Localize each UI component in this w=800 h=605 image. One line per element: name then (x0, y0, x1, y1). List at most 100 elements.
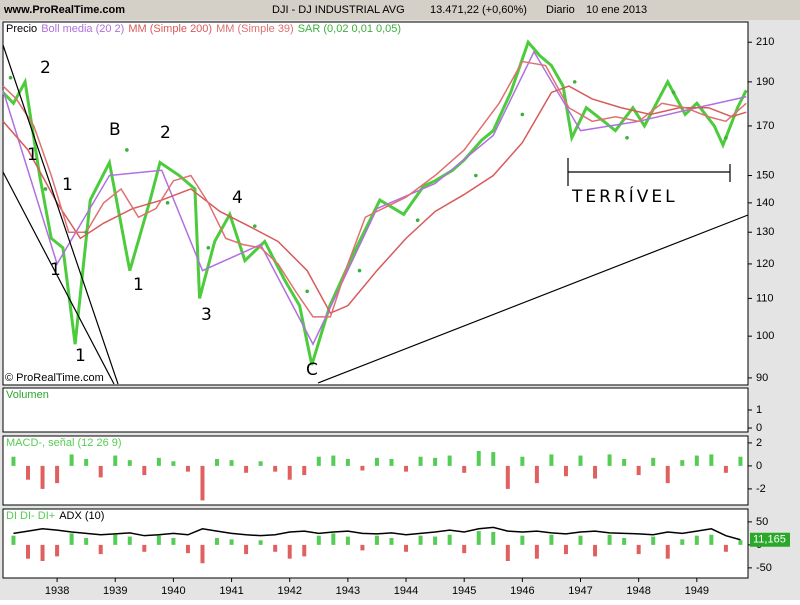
drawings (2, 44, 749, 385)
bar (345, 459, 350, 466)
sar-dot (8, 75, 13, 80)
y-tick-label: 120 (756, 258, 774, 270)
sar-dot (206, 245, 211, 250)
bar (113, 455, 118, 466)
legend-entry: Precio (6, 23, 37, 35)
series-line (2, 60, 747, 318)
annotation: 1 (75, 346, 86, 366)
sar-dot (572, 80, 577, 84)
bar (26, 544, 31, 559)
x-tick-label: 1939 (103, 585, 127, 597)
bar (185, 465, 190, 472)
bar (185, 544, 190, 554)
sar-dot (724, 135, 728, 140)
legend-entry: MACD-, señal (12 26 9) (6, 437, 122, 449)
bar (549, 534, 554, 545)
bar (418, 535, 423, 545)
bar (244, 544, 249, 555)
bar (534, 465, 539, 484)
bar (665, 465, 670, 484)
quote: 13.471,22 (+0,60%) (430, 4, 527, 16)
trend-line (317, 214, 749, 384)
symbol: DJI - DJ INDUSTRIAL AVG (272, 4, 405, 16)
y-tick-label: 0 (756, 460, 762, 472)
bar (709, 534, 714, 545)
bar (171, 537, 176, 545)
y-tick-label: 2 (756, 437, 762, 449)
bar (462, 544, 467, 554)
annotation: © ProRealTime.com (5, 372, 104, 384)
x-tick-label: 1940 (161, 585, 185, 597)
x-tick-label: 1938 (45, 585, 69, 597)
annotation: 2 (40, 58, 51, 78)
x-tick-label: 1942 (277, 585, 301, 597)
legend-entry: MM (Simple 39) (216, 23, 294, 35)
panel (2, 387, 749, 433)
bar (520, 456, 525, 466)
annotation: 1 (27, 145, 38, 165)
bar (723, 465, 728, 473)
annotation: 4 (232, 188, 243, 208)
bar (680, 539, 685, 545)
bar (593, 544, 598, 557)
series-line (1, 39, 748, 366)
bar (389, 459, 394, 466)
bar (651, 536, 656, 545)
bar (549, 454, 554, 466)
legend-entry: MM (Simple 200) (128, 23, 212, 35)
bar (447, 455, 452, 466)
bar (302, 465, 307, 476)
bar (491, 532, 496, 545)
bar (578, 535, 583, 545)
bar (127, 460, 132, 466)
bar (345, 536, 350, 545)
bar (200, 465, 205, 501)
panel (2, 21, 749, 386)
bar (98, 465, 103, 478)
bar (84, 459, 89, 466)
bar (404, 465, 409, 472)
x-tick-label: 1941 (219, 585, 243, 597)
bar (520, 535, 525, 545)
bar (316, 456, 321, 466)
bar (55, 465, 60, 484)
annotation: C (306, 360, 318, 380)
sar-dot (415, 218, 420, 223)
y-tick-label: -50 (756, 562, 772, 574)
bar (287, 544, 292, 559)
bar (26, 465, 31, 480)
bar (258, 461, 263, 466)
legend-entry: DI DI- DI+ (6, 510, 55, 522)
bar (607, 454, 612, 466)
bar (462, 465, 467, 473)
bar (491, 452, 496, 466)
series-line (2, 50, 747, 346)
bar (622, 537, 627, 545)
sar-dot (253, 224, 257, 228)
bar (593, 465, 598, 479)
bar (665, 544, 670, 559)
annotation: 3 (201, 305, 212, 325)
bar (142, 544, 147, 552)
bar (331, 533, 336, 545)
bar (636, 544, 641, 555)
sar-dot (671, 90, 676, 95)
y-tick-label: 1 (756, 404, 762, 416)
value-label: 11,165 (753, 534, 786, 546)
sar-dot (357, 268, 362, 273)
sar-dot (305, 289, 309, 294)
bar (578, 455, 583, 466)
bar (113, 534, 118, 545)
panel (2, 435, 749, 506)
bar (738, 456, 743, 466)
bar (651, 457, 656, 466)
sar-dot (84, 230, 88, 235)
series-line (13, 526, 741, 541)
bar (680, 460, 685, 466)
bar (55, 544, 60, 557)
bar (694, 535, 699, 545)
bar (11, 456, 16, 466)
bar (476, 531, 481, 545)
x-tick-label: 1948 (626, 585, 650, 597)
bar (98, 544, 103, 555)
